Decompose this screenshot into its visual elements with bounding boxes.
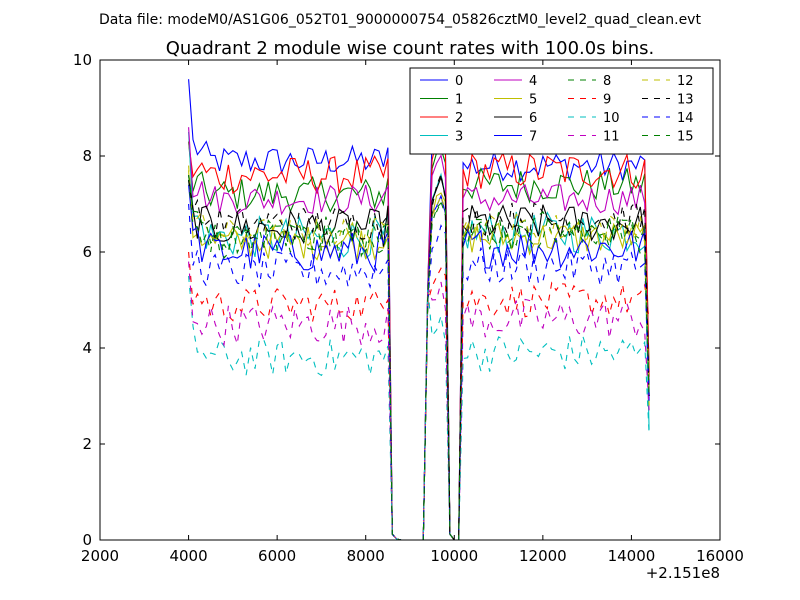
legend-label-10: 10	[603, 111, 620, 126]
legend-label-14: 14	[677, 111, 694, 126]
series-layer	[188, 79, 650, 540]
legend-label-4: 4	[529, 74, 537, 89]
tick-layer: 2000 4000 6000 8000 10000 12000 14000 16000 0 2 4 6…	[73, 51, 744, 565]
legend-label-15: 15	[677, 130, 694, 145]
x-tick-label: 12000	[519, 547, 567, 565]
x-offset-label: +2.151e8	[646, 564, 720, 582]
legend-box	[409, 67, 714, 155]
legend-label-9: 9	[603, 93, 611, 108]
legend-label-0: 0	[455, 74, 463, 89]
series-line-13	[188, 172, 650, 540]
series-line-12	[188, 165, 650, 540]
legend-label-6: 6	[529, 111, 537, 126]
series-line-1	[188, 141, 650, 540]
series-line-7	[188, 184, 650, 540]
legend-label-13: 13	[677, 93, 694, 108]
plot-frame	[99, 59, 721, 541]
x-tick-label: 6000	[258, 547, 296, 565]
y-tick-label: 8	[82, 147, 92, 165]
legend-label-11: 11	[603, 130, 620, 145]
y-tick-label: 0	[82, 531, 92, 549]
legend-label-1: 1	[455, 93, 463, 108]
legend-label-12: 12	[677, 74, 694, 89]
chart-title: Quadrant 2 module wise count rates with …	[166, 38, 655, 59]
chart-suptitle: Data file: modeM0/AS1G06_052T01_90000007…	[99, 12, 701, 28]
legend-label-3: 3	[455, 130, 463, 145]
y-tick-label: 10	[73, 51, 92, 69]
series-line-2	[188, 133, 650, 540]
x-tick-label: 8000	[347, 547, 385, 565]
x-tick-label: 14000	[608, 547, 656, 565]
series-line-9	[188, 251, 650, 540]
x-tick-label: 4000	[169, 547, 207, 565]
series-line-15	[188, 175, 650, 540]
series-line-0	[188, 79, 650, 540]
series-line-10	[188, 275, 650, 540]
y-tick-label: 4	[82, 339, 92, 357]
series-line-11	[188, 261, 650, 540]
x-tick-label: 16000	[696, 547, 744, 565]
x-tick-label: 10000	[430, 547, 478, 565]
y-tick-label: 6	[82, 243, 92, 261]
legend-label-5: 5	[529, 93, 537, 108]
y-tick-label: 2	[82, 435, 92, 453]
series-line-4	[188, 127, 650, 540]
legend-label-2: 2	[455, 111, 463, 126]
legend-label-7: 7	[529, 130, 537, 145]
legend-label-8: 8	[603, 74, 611, 89]
x-tick-label: 2000	[81, 547, 119, 565]
series-line-8	[188, 179, 650, 540]
